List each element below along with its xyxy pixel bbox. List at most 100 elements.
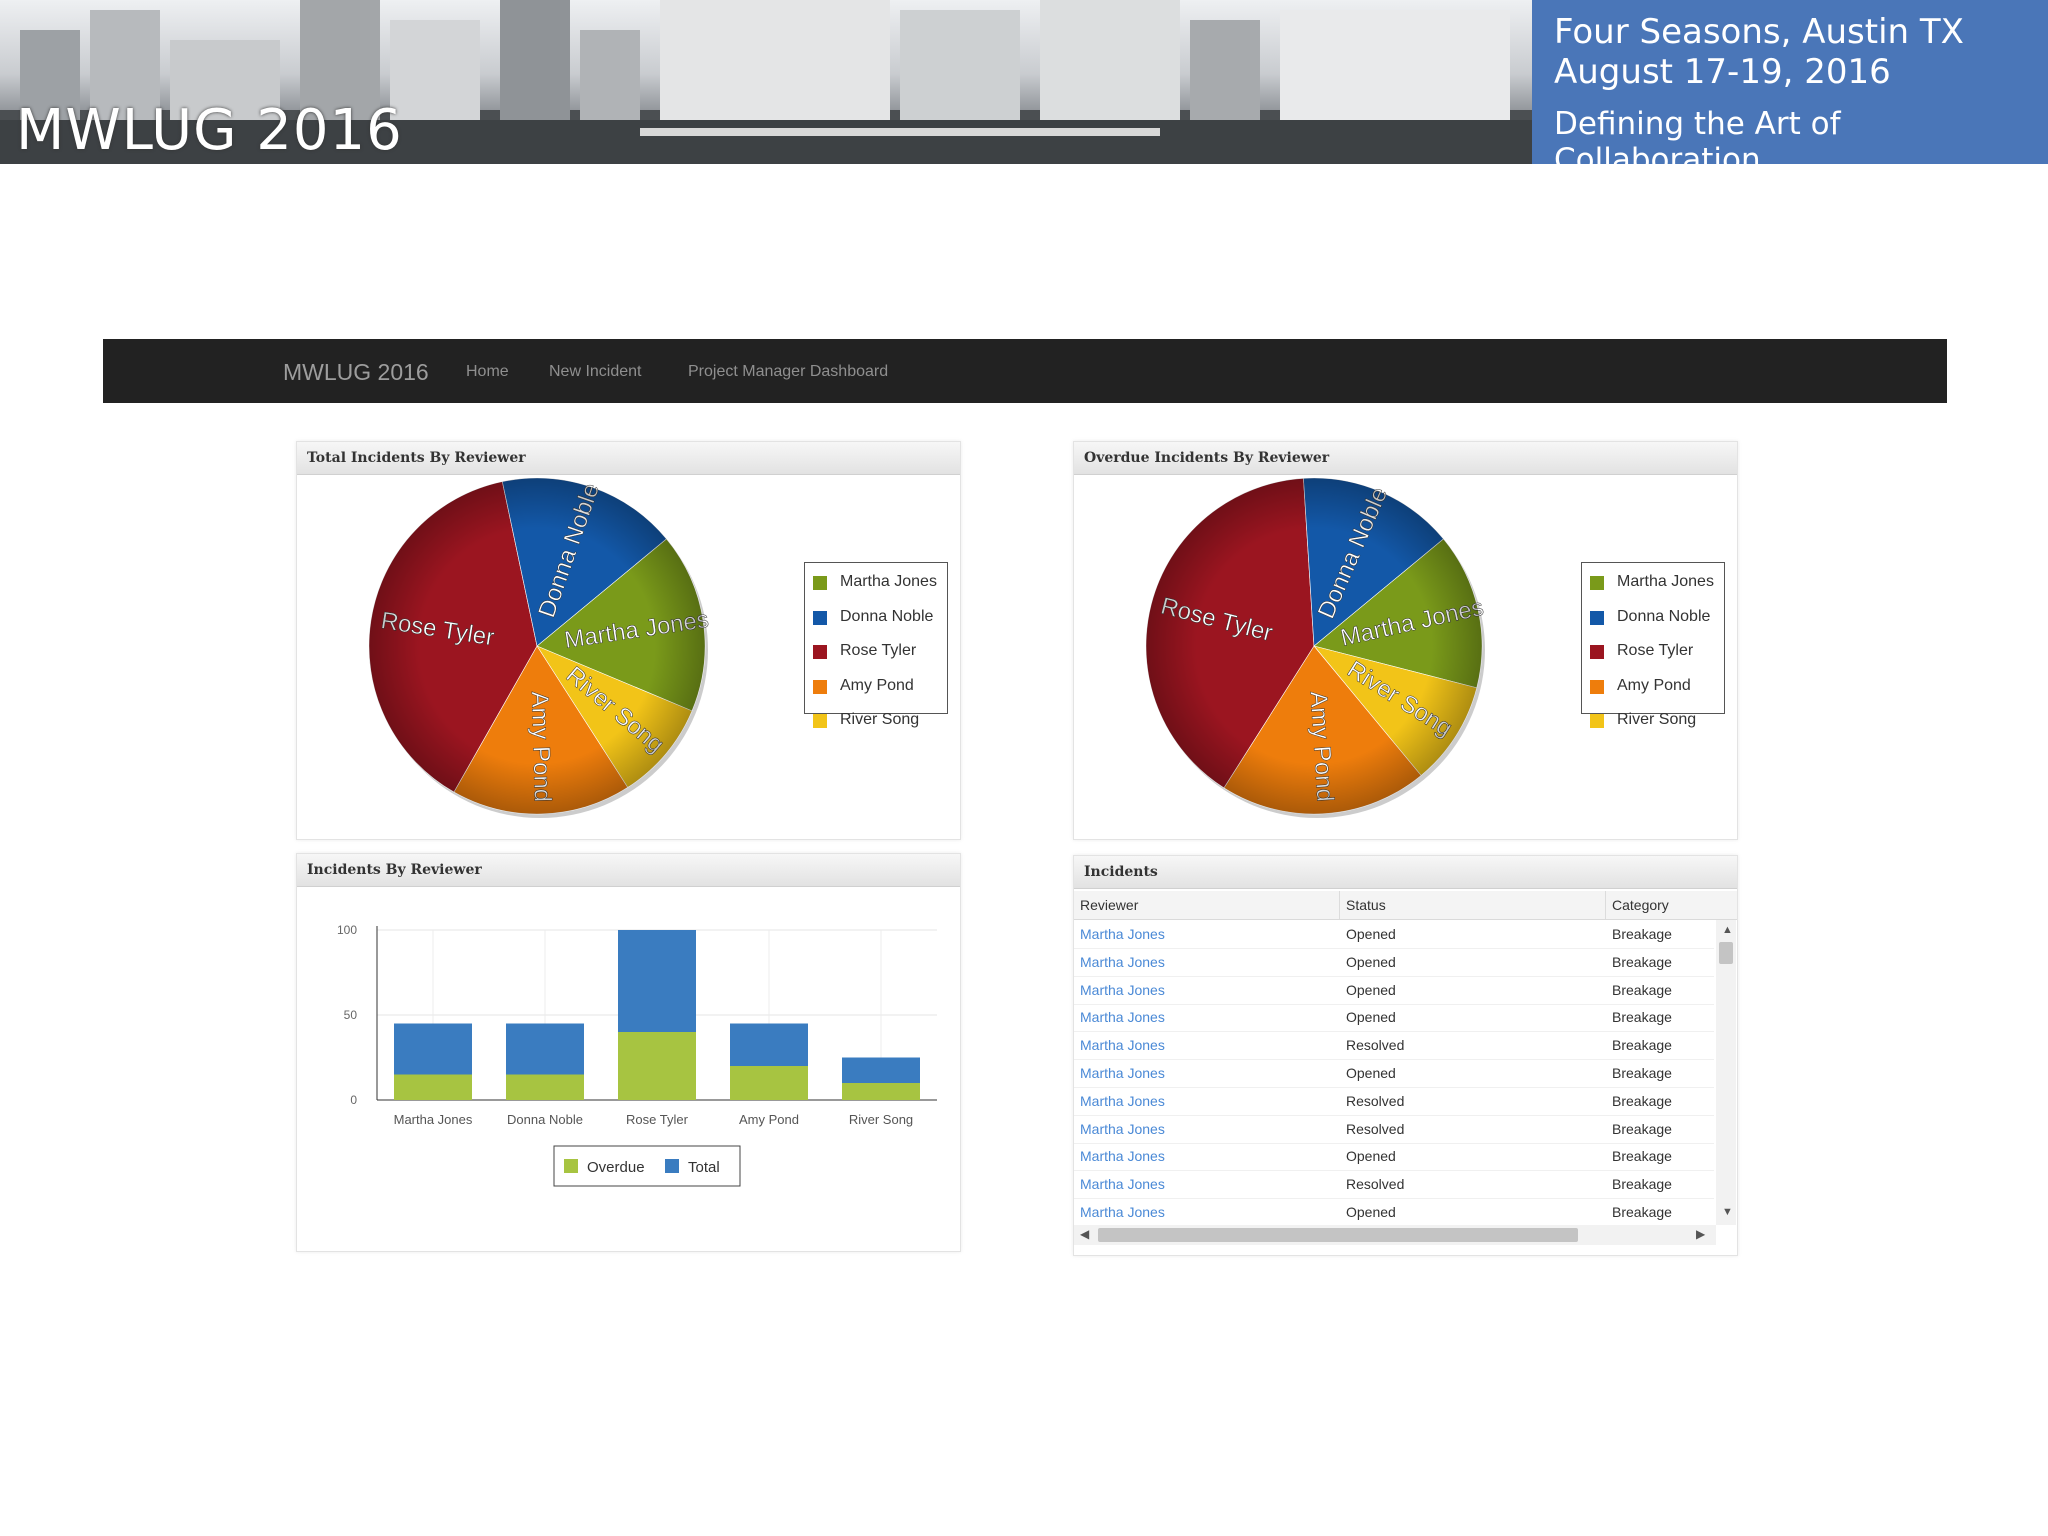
bar-legend: Overdue Total <box>553 1145 741 1187</box>
x-tick-label: Martha Jones <box>394 1112 473 1127</box>
legend-label: Donna Noble <box>1617 607 1711 625</box>
cell-category: Breakage <box>1612 953 1672 970</box>
legend-swatch <box>813 714 827 728</box>
bar-total-amy-pond[interactable] <box>730 1023 808 1067</box>
vertical-scrollbar[interactable]: ▲ ▼ <box>1716 920 1736 1225</box>
cell-reviewer[interactable]: Martha Jones <box>1080 1148 1165 1165</box>
nav-link-new-incident[interactable]: New Incident <box>549 363 642 380</box>
table-row[interactable]: Martha Jones Resolved Breakage <box>1074 1115 1714 1144</box>
y-tick-label: 0 <box>350 1093 357 1107</box>
cell-status: Opened <box>1346 981 1396 998</box>
cell-reviewer[interactable]: Martha Jones <box>1080 981 1165 998</box>
y-tick-label: 50 <box>344 1008 358 1022</box>
cell-status: Resolved <box>1346 1092 1405 1109</box>
column-header-reviewer[interactable]: Reviewer <box>1074 891 1340 919</box>
table-row[interactable]: Martha Jones Opened Breakage <box>1074 948 1714 977</box>
scroll-left-icon[interactable]: ◀ <box>1080 1227 1090 1241</box>
overdue-pie-legend: Martha Jones Donna Noble Rose Tyler Amy … <box>1581 562 1725 728</box>
cell-reviewer[interactable]: Martha Jones <box>1080 1120 1165 1137</box>
cell-reviewer[interactable]: Martha Jones <box>1080 1037 1165 1054</box>
cell-category: Breakage <box>1612 1065 1672 1081</box>
table-row[interactable]: Martha Jones Opened Breakage <box>1074 1142 1714 1172</box>
banner-location: Four Seasons, Austin TX <box>1554 12 1964 52</box>
table-row[interactable]: Martha Jones Opened Breakage <box>1074 1198 1714 1227</box>
x-tick-label: Rose Tyler <box>626 1112 689 1127</box>
legend-swatch <box>813 576 827 590</box>
cell-reviewer[interactable]: Martha Jones <box>1080 1204 1165 1220</box>
legend-label-overdue: Overdue <box>587 1159 645 1176</box>
table-row[interactable]: Martha Jones Resolved Breakage <box>1074 1031 1714 1061</box>
legend-label: Martha Jones <box>1617 573 1714 590</box>
bar-total-martha-jones[interactable] <box>394 1023 472 1075</box>
cell-category: Breakage <box>1612 1204 1672 1220</box>
legend-label: Rose Tyler <box>840 642 917 659</box>
legend-label: River Song <box>840 711 920 728</box>
overdue-incidents-title: Overdue Incidents By Reviewer <box>1074 442 1737 475</box>
bar-overdue-amy-pond[interactable] <box>730 1066 808 1100</box>
legend-swatch <box>1590 645 1604 659</box>
horizontal-scrollbar[interactable]: ◀ ▶ <box>1074 1225 1716 1245</box>
cell-category: Breakage <box>1612 1092 1672 1109</box>
legend-label-total: Total <box>688 1159 720 1176</box>
legend-swatch <box>813 610 827 625</box>
cell-reviewer[interactable]: Martha Jones <box>1080 953 1165 970</box>
skyline-photo: MWLUG 2016 <box>0 0 1532 164</box>
cell-reviewer[interactable]: Martha Jones <box>1080 1092 1165 1109</box>
bar-overdue-river-song[interactable] <box>842 1083 920 1100</box>
bar-overdue-martha-jones[interactable] <box>394 1074 472 1101</box>
bar-overdue-donna-noble[interactable] <box>506 1074 584 1101</box>
scroll-down-icon[interactable]: ▼ <box>1722 1206 1733 1218</box>
total-incidents-title: Total Incidents By Reviewer <box>297 442 960 475</box>
legend-swatch <box>1590 610 1604 625</box>
total-pie-legend: Martha Jones Donna Noble Rose Tyler Amy … <box>804 562 948 728</box>
legend-label: Martha Jones <box>840 573 937 590</box>
cell-status: Opened <box>1346 1065 1396 1081</box>
bar-total-rose-tyler[interactable] <box>618 930 696 1032</box>
y-tick-label: 100 <box>337 923 357 937</box>
incidents-by-reviewer-panel: Incidents By Reviewer 0 50 100 Martha Jones… <box>296 853 961 1252</box>
cell-reviewer[interactable]: Martha Jones <box>1080 926 1165 942</box>
cell-reviewer[interactable]: Martha Jones <box>1080 1176 1165 1193</box>
vertical-scroll-thumb[interactable] <box>1719 942 1733 964</box>
bar-total-donna-noble[interactable] <box>506 1023 584 1075</box>
incidents-table-panel: Incidents Reviewer Status Category Marth… <box>1073 855 1738 1256</box>
x-tick-label: Amy Pond <box>739 1112 799 1127</box>
cell-status: Opened <box>1346 1148 1396 1165</box>
navbar-brand[interactable]: MWLUG 2016 <box>283 359 429 385</box>
cell-category: Breakage <box>1612 1120 1672 1137</box>
nav-link-home[interactable]: Home <box>466 363 509 380</box>
scroll-right-icon[interactable]: ▶ <box>1696 1227 1706 1241</box>
banner-title: MWLUG 2016 <box>16 98 403 163</box>
incidents-bar-chart: 0 50 100 Martha Jones Donna Noble Rose Tyler A… <box>337 923 937 1187</box>
x-tick-label: River Song <box>849 1112 913 1127</box>
overdue-incidents-panel: Overdue Incidents By Reviewer Martha Jon… <box>1073 441 1738 840</box>
scroll-up-icon[interactable]: ▲ <box>1722 924 1733 936</box>
cell-category: Breakage <box>1612 1037 1672 1054</box>
cell-status: Opened <box>1346 1009 1396 1026</box>
table-row[interactable]: Martha Jones Opened Breakage <box>1074 976 1714 1005</box>
legend-swatch-overdue <box>564 1159 578 1173</box>
column-header-category[interactable]: Category <box>1612 897 1669 913</box>
app-navbar: MWLUG 2016 Home New Incident Project Man… <box>103 339 1947 403</box>
cell-category: Breakage <box>1612 1176 1672 1193</box>
cell-reviewer[interactable]: Martha Jones <box>1080 1009 1165 1026</box>
nav-link-project-manager-dashboard[interactable]: Project Manager Dashboard <box>688 363 889 380</box>
column-header-status[interactable]: Status <box>1340 891 1606 919</box>
cell-status: Opened <box>1346 926 1396 942</box>
bar-overdue-rose-tyler[interactable] <box>618 1032 696 1100</box>
total-incidents-panel: Total Incidents By Reviewer Martha Jones… <box>296 441 961 840</box>
table-row[interactable]: Martha Jones Resolved Breakage <box>1074 1170 1714 1200</box>
bar-chart-title: Incidents By Reviewer <box>297 854 960 887</box>
table-row[interactable]: Martha Jones Opened Breakage <box>1074 1059 1714 1088</box>
x-tick-label: Donna Noble <box>507 1112 583 1127</box>
bar-total-river-song[interactable] <box>842 1057 920 1084</box>
table-row[interactable]: Martha Jones Opened Breakage <box>1074 920 1714 949</box>
cell-reviewer[interactable]: Martha Jones <box>1080 1065 1165 1081</box>
cell-status: Opened <box>1346 953 1396 970</box>
table-row[interactable]: Martha Jones Opened Breakage <box>1074 1003 1714 1033</box>
horizontal-scroll-thumb[interactable] <box>1098 1228 1578 1242</box>
table-row[interactable]: Martha Jones Resolved Breakage <box>1074 1087 1714 1116</box>
legend-label: River Song <box>1617 711 1697 728</box>
